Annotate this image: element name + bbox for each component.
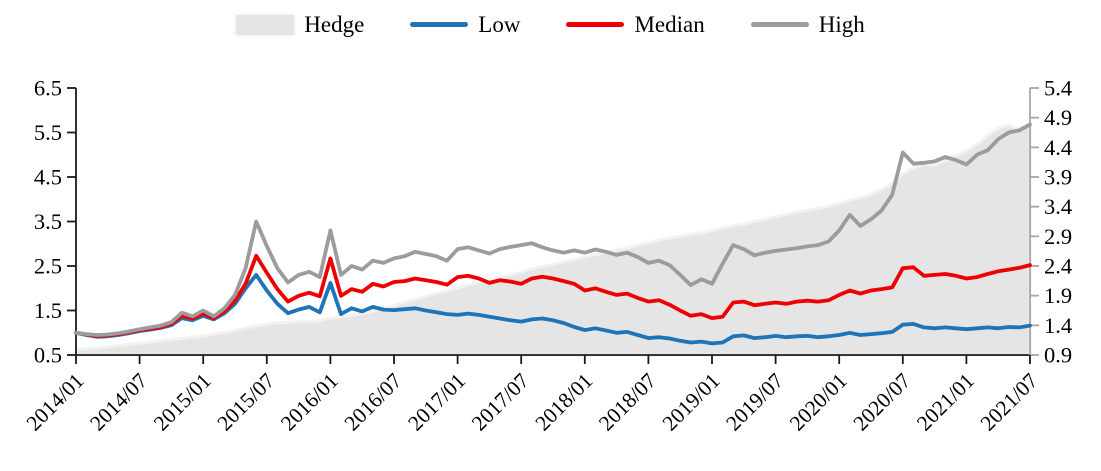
left-axis-tick-label: 0.5 [34, 343, 62, 368]
x-axis-tick-label: 2017/07 [467, 368, 534, 435]
x-axis-tick-label: 2020/01 [785, 369, 852, 436]
legend-item-median: Median [566, 12, 705, 37]
x-axis-tick-label: 2015/01 [149, 369, 216, 436]
x-axis-tick-label: 2019/07 [721, 368, 788, 435]
legend-item-low: Low [410, 13, 520, 36]
left-axis-tick-label: 1.5 [34, 298, 62, 323]
right-axis-tick-label: 3.4 [1044, 194, 1072, 219]
right-axis-tick-label: 2.4 [1044, 254, 1072, 279]
right-axis-tick-label: 4.9 [1044, 105, 1072, 130]
legend-label-high: High [818, 12, 865, 37]
right-axis-tick-label: 4.4 [1044, 135, 1072, 160]
x-axis-tick-label: 2016/01 [276, 369, 343, 436]
x-axis-tick-label: 2017/01 [403, 369, 470, 436]
left-axis-tick-label: 6.5 [34, 76, 62, 101]
left-axis-tick-label: 4.5 [34, 165, 62, 190]
high-line [74, 122, 1032, 337]
left-axis-tick-label: 3.5 [34, 209, 62, 234]
legend-item-hedge: Hedge [236, 13, 364, 36]
hedge-area [74, 122, 1032, 357]
right-axis-tick-label: 1.9 [1044, 283, 1072, 308]
x-axis-tick-label: 2019/01 [658, 369, 725, 436]
right-axis-tick-label: 1.4 [1044, 313, 1072, 338]
x-axis-tick-label: 2021/01 [912, 369, 979, 436]
legend-label-low: Low [478, 12, 521, 37]
high-line-swatch [750, 22, 809, 27]
legend-item-high: High [750, 12, 865, 37]
left-axis-tick-label: 5.5 [34, 120, 62, 145]
x-axis-tick-label: 2016/07 [340, 368, 407, 435]
right-axis-tick-label: 2.9 [1044, 224, 1072, 249]
low-line [74, 272, 1032, 346]
hedge-area-swatch [236, 14, 295, 35]
legend-label-hedge: Hedge [304, 12, 365, 37]
x-axis-tick-label: 2018/07 [594, 368, 661, 435]
x-axis-tick-label: 2014/01 [22, 369, 89, 436]
right-axis-tick-label: 0.9 [1044, 343, 1072, 368]
chart-legend: Hedge Low Median High [0, 13, 1101, 36]
median-line-swatch [566, 22, 625, 27]
x-axis-tick-label: 2020/07 [849, 368, 916, 435]
x-axis-tick-label: 2021/07 [976, 368, 1043, 435]
low-line-swatch [410, 22, 469, 27]
right-axis-tick-label: 5.4 [1044, 76, 1072, 101]
x-axis-tick-label: 2015/07 [213, 368, 280, 435]
left-axis-tick-label: 2.5 [34, 254, 62, 279]
median-line [74, 253, 1032, 338]
x-axis-tick-label: 2018/01 [531, 369, 598, 436]
right-axis-tick-label: 3.9 [1044, 165, 1072, 190]
x-axis-tick-label: 2014/07 [85, 368, 152, 435]
legend-label-median: Median [634, 12, 705, 37]
